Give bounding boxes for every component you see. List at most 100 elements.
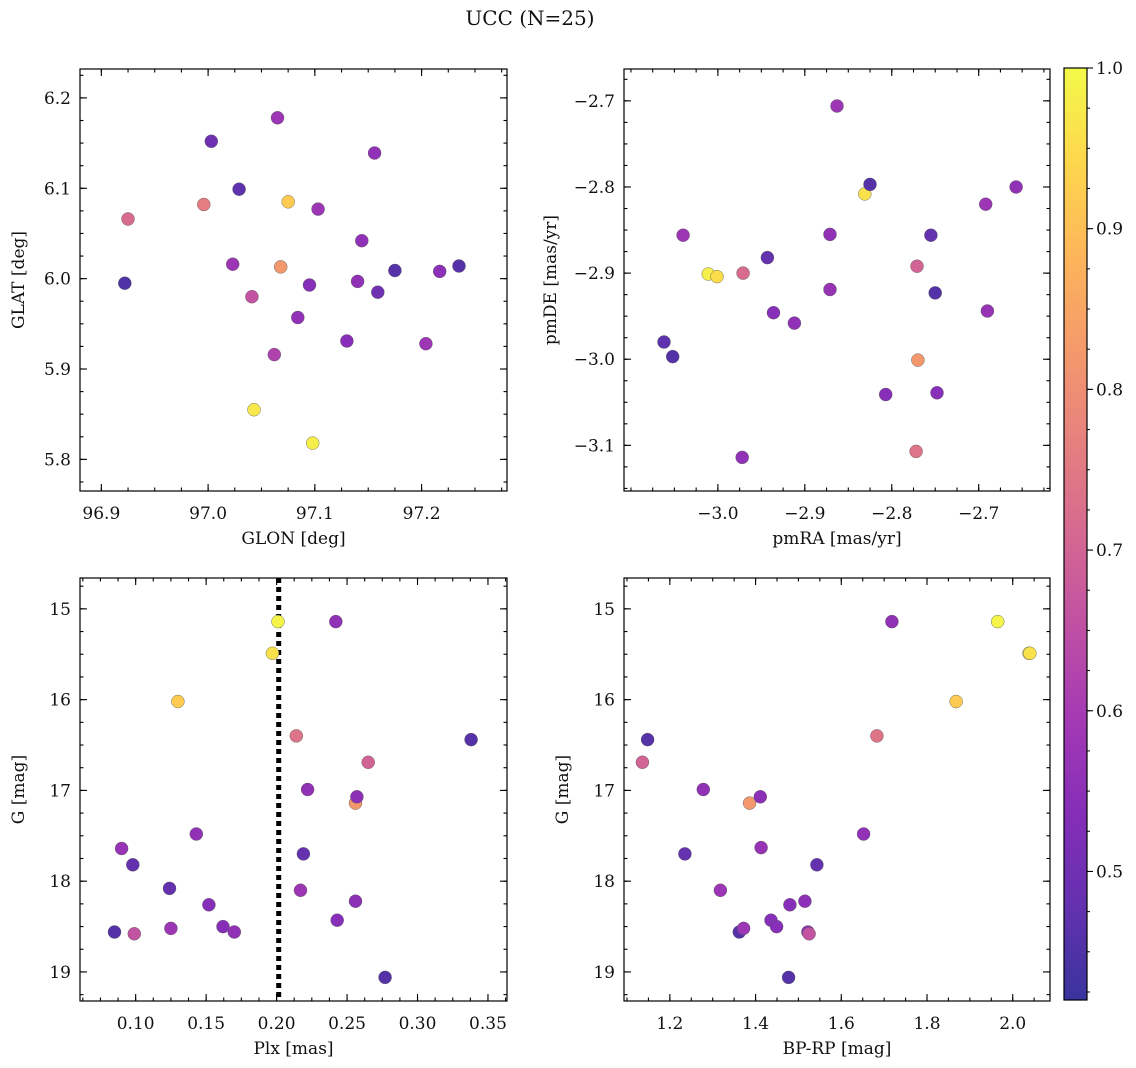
data-point — [949, 694, 963, 709]
x-tick-label: −3.0 — [697, 504, 738, 524]
y-tick-label: 17 — [593, 781, 615, 801]
y-tick-label: 16 — [593, 691, 615, 711]
x-tick-label: −2.8 — [871, 504, 912, 524]
x-axis-label: pmRA [mas/yr] — [772, 529, 901, 549]
data-point — [361, 755, 375, 769]
y-tick-label: −3.0 — [574, 350, 615, 370]
data-point — [979, 197, 993, 211]
data-point — [118, 276, 132, 290]
data-point — [306, 436, 320, 450]
data-point — [114, 841, 129, 856]
data-point — [766, 306, 781, 320]
data-point — [802, 927, 816, 941]
data-point — [302, 278, 317, 292]
y-tick-label: 19 — [49, 963, 71, 983]
x-axis-label: Plx [mas] — [253, 1039, 333, 1059]
points-bprp-g — [635, 614, 1037, 985]
x-tick-label: 1.2 — [656, 1014, 683, 1034]
data-point — [879, 387, 893, 402]
y-axis-label: GLAT [deg] — [9, 231, 29, 329]
y-axis-label: pmDE [mas/yr] — [541, 215, 561, 345]
data-point — [281, 195, 295, 209]
y-tick-label: 19 — [593, 963, 615, 983]
data-point — [121, 212, 135, 226]
x-tick-label: 97.0 — [189, 504, 227, 524]
data-point — [300, 782, 315, 797]
data-point — [126, 858, 140, 872]
data-point — [367, 146, 382, 160]
panel-glon-glat: 96.9 97.0 97.1 97.2 5.8 5.9 6.0 6.1 6.2 GLON [deg… — [9, 68, 508, 549]
x-axis-label: BP-RP [mag] — [783, 1039, 892, 1059]
data-point — [742, 796, 757, 810]
data-point — [355, 233, 369, 248]
y-tick-label: −2.8 — [574, 178, 615, 198]
data-point — [164, 921, 178, 936]
data-point — [350, 274, 365, 289]
x-tick-label: 97.2 — [403, 504, 441, 524]
data-point — [787, 316, 802, 330]
data-point — [271, 614, 285, 629]
data-point — [107, 925, 122, 939]
y-axis-label: G [mag] — [553, 755, 573, 824]
data-point — [350, 790, 364, 804]
colorbar-tick-label: 0.5 — [1096, 862, 1123, 882]
colorbar-gradient — [1063, 67, 1088, 1001]
data-point — [781, 970, 796, 985]
x-tick-label: 0.20 — [258, 1014, 296, 1034]
data-point — [265, 646, 280, 660]
figure-title: UCC (N=25) — [465, 6, 595, 30]
data-point — [227, 925, 242, 939]
x-tick-label: 0.25 — [328, 1014, 366, 1034]
data-point — [464, 732, 478, 747]
y-tick-label: −2.9 — [574, 264, 615, 284]
data-point — [635, 755, 650, 769]
y-tick-label: 17 — [49, 781, 71, 801]
colorbar-tick-label: 0.6 — [1096, 702, 1123, 722]
data-point — [348, 894, 363, 908]
data-point — [171, 694, 185, 709]
x-tick-label: 1.6 — [828, 1014, 855, 1034]
data-point — [676, 228, 690, 242]
x-tick-label: 0.30 — [399, 1014, 437, 1034]
x-tick-label: 0.35 — [469, 1014, 507, 1034]
data-point — [1009, 180, 1023, 194]
panel-pmra-pmde: −3.0 −2.9 −2.8 −2.7 −3.1 −3.0 −2.9 −2.8 −2.7 pmRA… — [541, 68, 1051, 549]
data-point — [870, 729, 884, 743]
points-plx-g — [107, 614, 478, 985]
data-point — [296, 847, 311, 861]
data-point — [452, 259, 466, 273]
panel-bprp-g: 1.2 1.4 1.6 1.8 2.0 15 16 17 18 19 BP-RP [mag] G [m… — [553, 577, 1051, 1059]
data-point — [216, 919, 230, 934]
data-point — [162, 881, 177, 896]
data-point — [713, 883, 728, 897]
colorbar-tick-label: 0.9 — [1096, 220, 1123, 240]
data-point — [311, 202, 325, 216]
data-point — [909, 444, 923, 459]
y-tick-label: 5.9 — [44, 360, 71, 380]
y-tick-label: 18 — [49, 872, 71, 892]
data-point — [267, 347, 281, 362]
colorbar: 0.5 0.6 0.7 0.8 0.9 1.0 — [1063, 59, 1123, 1001]
data-point — [710, 269, 724, 284]
data-point — [810, 858, 824, 872]
y-tick-label: 16 — [49, 691, 71, 711]
data-point — [678, 847, 692, 861]
colorbar-tick-label: 0.8 — [1096, 380, 1123, 400]
data-point — [735, 450, 749, 465]
axes-frame — [79, 68, 508, 492]
panel-plx-g: 0.10 0.15 0.20 0.25 0.30 0.35 15 16 17 18 19 Plx [m… — [9, 577, 508, 1059]
x-tick-label: 96.9 — [82, 504, 120, 524]
data-point — [924, 228, 938, 242]
data-point — [911, 353, 925, 367]
data-point — [232, 182, 246, 196]
y-tick-label: 6.2 — [44, 89, 71, 109]
data-point — [289, 729, 303, 743]
y-tick-label: 15 — [49, 600, 71, 620]
y-tick-label: 15 — [593, 600, 615, 620]
data-point — [419, 337, 433, 351]
data-point — [245, 290, 259, 304]
data-point — [291, 310, 305, 325]
data-point — [189, 827, 204, 841]
data-point — [798, 894, 812, 908]
